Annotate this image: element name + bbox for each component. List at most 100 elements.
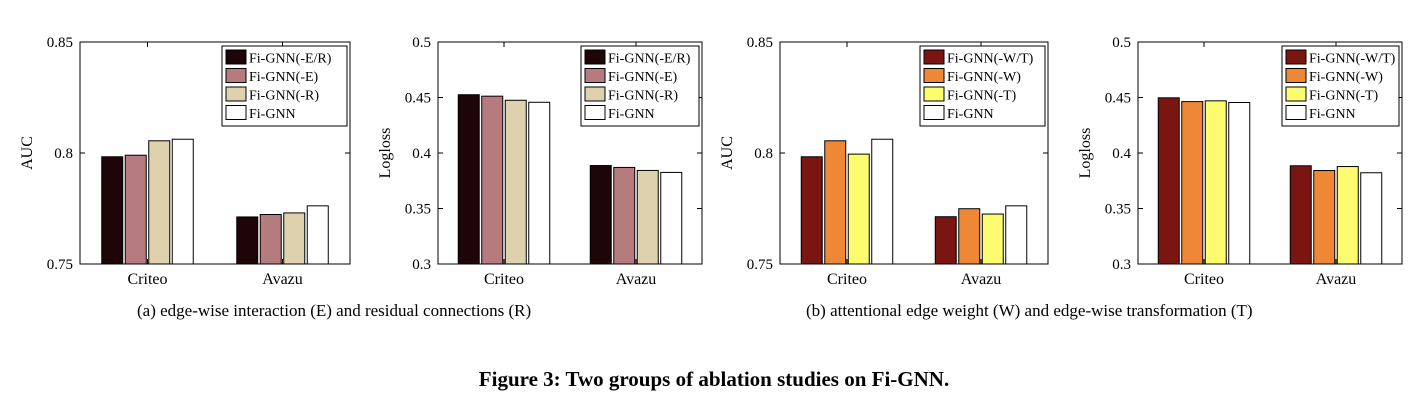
legend-swatch [1285,105,1307,120]
legend-swatch [923,86,945,102]
caption-b: (b) attentional edge weight (W) and edge… [806,301,1253,320]
bar [934,216,957,265]
legend-swatch [225,105,247,120]
y-tick-label: 0.4 [1112,146,1131,162]
legend-label: Fi-GNN(-E/R) [608,52,691,67]
x-tick-label: Criteo [827,271,867,288]
legend-label: Fi-GNN(-W) [1309,70,1383,85]
y-tick-label: 0.75 [747,257,773,273]
bar [504,99,527,265]
bar [1181,101,1204,265]
legend-swatch [923,49,945,65]
bar [171,138,194,265]
legend-swatch [225,68,247,83]
caption-a: (a) edge-wise interaction (E) and residu… [137,301,532,320]
x-tick-label: Criteo [1184,271,1224,288]
y-tick-label: 0.4 [412,146,431,162]
bar [958,208,981,265]
y-tick-label: 0.35 [405,202,431,218]
legend-label: Fi-GNN(-E) [249,70,319,85]
legend-label: Fi-GNN(-T) [1309,89,1379,104]
legend-label: Fi-GNN [608,107,655,122]
legend-label: Fi-GNN(-W/T) [947,52,1034,67]
legend-swatch [225,49,247,65]
bar [1157,97,1180,265]
y-axis-label: Logloss [1077,128,1094,179]
legend-swatch [584,86,606,102]
legend-swatch [225,86,247,102]
bar [283,212,306,265]
legend-swatch [1285,68,1307,83]
bar [981,213,1004,265]
y-tick-label: 0.8 [754,146,773,162]
legend-label: Fi-GNN [947,107,994,122]
y-tick-label: 0.8 [54,146,73,162]
y-tick-label: 0.35 [1105,202,1131,218]
bar [148,140,171,265]
y-axis-label: AUC [719,136,736,170]
legend-swatch [584,105,606,120]
bar [457,94,480,265]
bar [800,156,823,265]
bar [528,101,551,265]
y-tick-label: 0.3 [412,257,431,273]
bar [1289,165,1312,265]
legend-label: Fi-GNN(-W) [947,70,1021,85]
y-tick-label: 0.75 [47,257,73,273]
bar [1005,205,1028,265]
bar [636,169,659,265]
legend-label: Fi-GNN(-T) [947,89,1017,104]
bar [847,153,870,265]
bar [306,205,329,265]
legend-label: Fi-GNN(-E) [608,70,678,85]
y-axis-label: AUC [19,136,36,170]
legend-label: Fi-GNN [1309,107,1356,122]
legend-label: Fi-GNN(-W/T) [1309,52,1396,67]
bar [259,213,282,265]
legend-label: Fi-GNN [249,107,296,122]
bar [589,165,612,265]
bar [871,138,894,265]
legend-label: Fi-GNN(-R) [608,89,678,104]
bar [660,171,683,265]
chart-panel-4: 0.3 0.35 0.4 0.45 0.5 Logloss Criteo Avazu Fi-GN… [1077,35,1403,288]
legend-label: Fi-GNN(-R) [249,89,319,104]
bar [124,154,147,265]
legend-swatch [1285,49,1307,65]
bar [1313,170,1336,265]
bar [481,95,504,265]
bar [824,140,847,265]
legend-swatch [584,68,606,83]
x-tick-label: Criteo [484,271,524,288]
chart-panel-1: 0.75 0.8 0.85 AUC Criteo Avazu Fi-GNN(-E/R) Fi-… [19,35,351,288]
y-tick-label: 0.85 [47,35,73,51]
y-tick-label: 0.45 [405,91,431,107]
y-axis-label: Logloss [377,128,394,179]
x-tick-label: Avazu [262,271,303,288]
figure-title: Figure 3: Two groups of ablation studies… [478,367,950,391]
x-tick-label: Criteo [128,271,168,288]
legend-label: Fi-GNN(-E/R) [249,52,332,67]
bar [1336,166,1359,265]
bar [1204,100,1227,265]
y-tick-label: 0.5 [412,35,431,51]
legend-swatch [923,68,945,83]
chart-panel-3: 0.75 0.8 0.85 AUC Criteo Avazu Fi-GNN(-W/T) Fi-… [719,35,1049,288]
chart-panel-2: 0.3 0.35 0.4 0.45 0.5 Logloss Criteo Avazu Fi-GN… [377,35,703,288]
y-tick-label: 0.45 [1105,91,1131,107]
x-tick-label: Avazu [1316,271,1357,288]
y-tick-label: 0.85 [747,35,773,51]
y-tick-label: 0.3 [1112,257,1131,273]
bar [101,156,124,265]
bar [236,216,259,265]
legend-swatch [923,105,945,120]
bar [613,166,636,265]
x-tick-label: Avazu [961,271,1002,288]
bar [1360,172,1383,265]
legend-swatch [584,49,606,65]
x-tick-label: Avazu [616,271,657,288]
legend-swatch [1285,86,1307,102]
y-tick-label: 0.5 [1112,35,1131,51]
bar [1228,101,1251,265]
